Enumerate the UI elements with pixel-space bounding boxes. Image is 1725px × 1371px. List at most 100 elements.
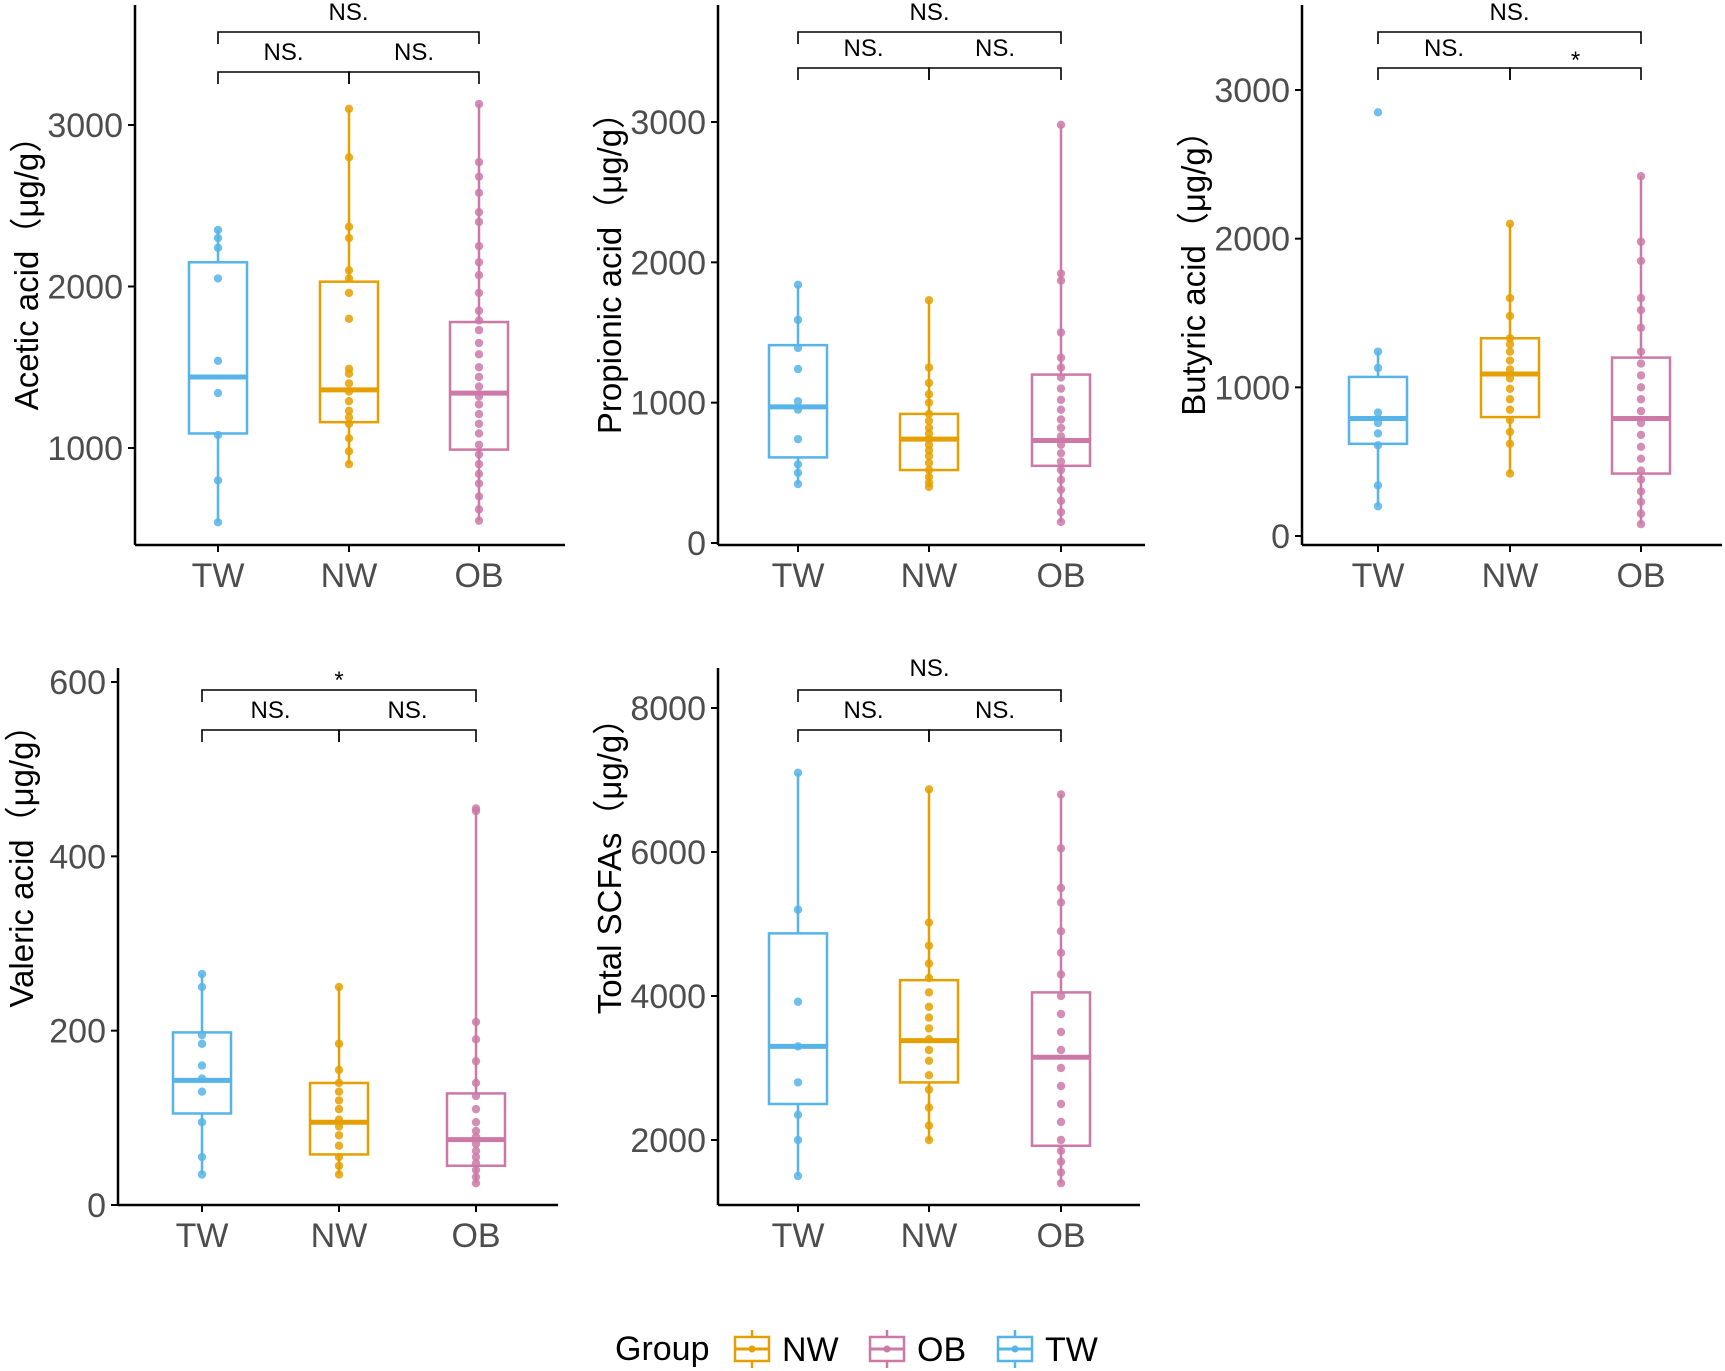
data-point	[924, 363, 934, 372]
box-OB	[448, 99, 510, 525]
data-point	[197, 1117, 207, 1127]
data-point	[344, 396, 354, 406]
data-point	[471, 1091, 481, 1101]
bracket-line	[797, 31, 1062, 44]
bracket-line	[797, 729, 930, 742]
data-point	[474, 363, 484, 372]
data-point	[1373, 347, 1383, 356]
data-point	[1056, 496, 1066, 506]
data-point	[197, 1152, 207, 1162]
data-point	[1373, 363, 1383, 373]
bracket-line	[1377, 31, 1642, 44]
y-tick-label: 0	[1271, 518, 1290, 556]
data-point	[924, 1002, 934, 1011]
data-point	[471, 1117, 481, 1127]
data-point	[1056, 328, 1066, 337]
data-point	[1373, 418, 1383, 428]
data-point	[1056, 353, 1066, 362]
data-point	[1056, 423, 1066, 433]
data-point	[924, 465, 934, 475]
data-point	[474, 208, 484, 217]
data-point	[793, 1135, 803, 1145]
data-point	[344, 266, 354, 275]
data-point	[197, 1074, 207, 1083]
data-point	[344, 364, 354, 374]
data-point	[1636, 519, 1646, 529]
data-point	[1636, 475, 1646, 484]
data-point	[1505, 356, 1515, 365]
x-tick-label: TW	[772, 1217, 825, 1255]
data-point	[1056, 384, 1066, 393]
data-point	[474, 325, 484, 335]
data-point	[474, 188, 484, 198]
significance-label: NS.	[328, 0, 368, 26]
data-point	[474, 419, 484, 428]
data-point	[793, 280, 803, 289]
data-point	[471, 1165, 481, 1175]
data-point	[1636, 509, 1646, 518]
data-point	[471, 1017, 481, 1027]
data-point	[1056, 465, 1066, 475]
data-point	[1056, 448, 1066, 458]
data-point	[474, 459, 484, 469]
y-tick-label: 3000	[1214, 72, 1290, 110]
data-point	[344, 153, 354, 162]
data-point	[793, 405, 803, 414]
data-point	[344, 406, 354, 416]
y-axis-title: Acetic acid（μg/g）	[8, 120, 45, 410]
data-point	[1373, 502, 1383, 511]
data-point	[924, 1103, 934, 1112]
significance-label: NS.	[387, 697, 427, 724]
data-point	[793, 1171, 803, 1181]
data-point	[334, 1131, 344, 1140]
data-point	[924, 398, 934, 407]
data-point	[1636, 371, 1646, 380]
x-tick-label: NW	[321, 557, 378, 595]
data-point	[924, 296, 934, 305]
data-point	[1636, 430, 1646, 440]
legend-label: NW	[782, 1331, 839, 1369]
data-point	[1505, 415, 1515, 425]
box-TW	[1347, 108, 1409, 511]
significance-bracket: NS.	[797, 697, 930, 742]
box-iqr	[767, 932, 829, 1106]
y-tick-label: 1000	[630, 385, 706, 423]
data-point	[471, 1179, 481, 1188]
data-point	[471, 804, 481, 813]
data-point	[471, 1172, 481, 1182]
significance-bracket: NS.	[217, 0, 480, 44]
bracket-line	[217, 31, 480, 44]
data-point	[474, 409, 484, 419]
data-point	[213, 388, 223, 398]
data-point	[344, 274, 354, 283]
data-point	[1056, 883, 1066, 893]
data-point	[1056, 405, 1066, 414]
data-point	[334, 1115, 344, 1124]
bracket-line	[797, 689, 1062, 702]
data-point	[1056, 415, 1066, 424]
data-point	[474, 392, 484, 401]
data-point	[1056, 457, 1066, 466]
y-tick-label: 2000	[1214, 221, 1290, 259]
significance-bracket: NS.	[797, 0, 1062, 44]
data-point	[1636, 347, 1646, 356]
data-point	[344, 459, 354, 469]
data-point	[924, 1121, 934, 1130]
data-point	[474, 241, 484, 251]
data-point	[1505, 347, 1515, 356]
data-point	[1636, 237, 1646, 246]
data-point	[1056, 440, 1066, 449]
data-point	[1056, 1099, 1066, 1109]
data-point	[213, 225, 223, 235]
significance-bracket: NS.	[348, 39, 480, 84]
data-point	[1056, 1135, 1066, 1145]
data-point	[1056, 507, 1066, 517]
y-axis-title: Propionic acid（μg/g）	[591, 96, 628, 434]
data-point	[1056, 790, 1066, 799]
significance-bracket: NS.	[797, 35, 930, 80]
data-point	[471, 1104, 481, 1114]
legend-item-NW: NW	[733, 1330, 839, 1369]
